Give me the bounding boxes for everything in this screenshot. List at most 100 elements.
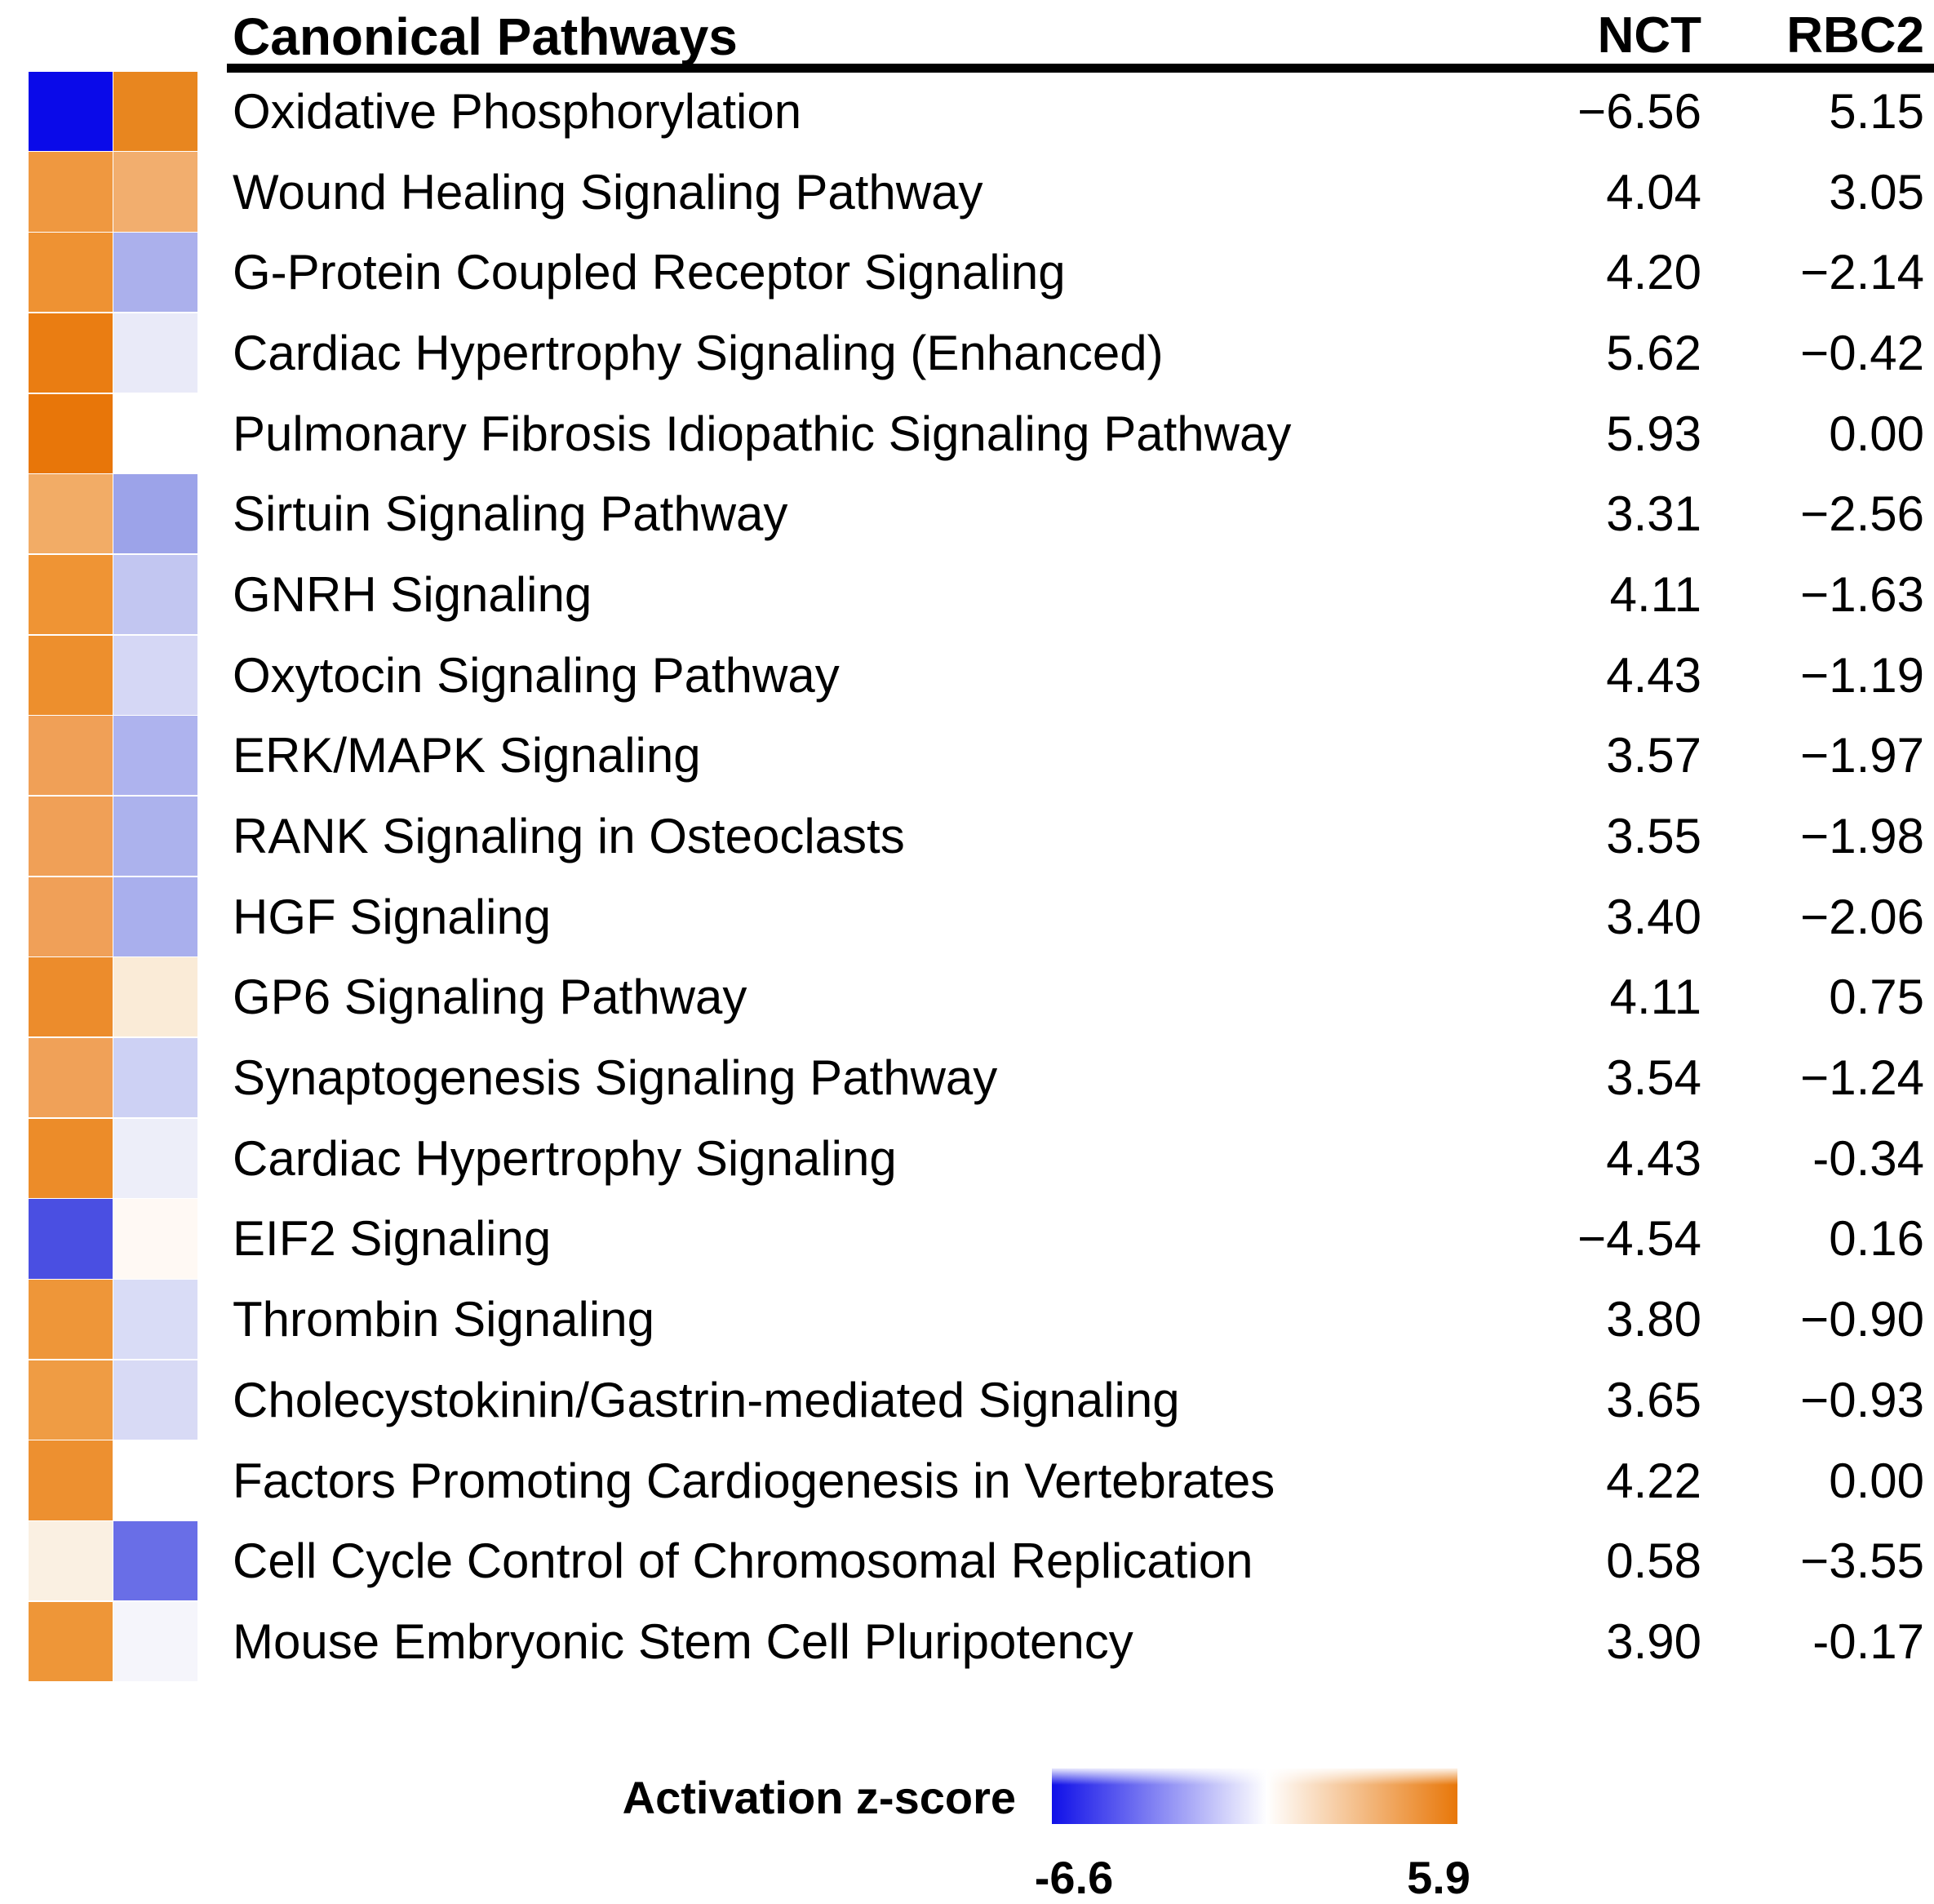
pathway-row: Cardiac Hypertrophy Signaling (Enhanced)…	[0, 313, 1934, 393]
pathway-row: ERK/MAPK Signaling 3.57 −1.97	[0, 716, 1934, 797]
heatmap-cell-nct	[29, 1360, 113, 1440]
heatmap-cell-rbc2	[113, 716, 197, 796]
pathway-name: Factors Promoting Cardiogenesis in Verte…	[233, 1453, 1275, 1508]
heatmap-cell-nct	[29, 1118, 113, 1198]
heatmap-cell-nct	[29, 152, 113, 232]
rbc2-value: −1.97	[1800, 728, 1924, 783]
heatmap-cell-rbc2	[113, 1440, 197, 1520]
heatmap-cell-nct	[29, 393, 113, 473]
heatmap-cell-nct	[29, 313, 113, 393]
heatmap-cell-nct	[29, 635, 113, 715]
pathway-row: G-Protein Coupled Receptor Signaling 4.20…	[0, 232, 1934, 313]
heatmap-cell-nct	[29, 716, 113, 796]
pathway-name: Synaptogenesis Signaling Pathway	[233, 1050, 998, 1106]
nct-value: 3.80	[1606, 1292, 1701, 1347]
colorbar	[1052, 1757, 1457, 1824]
pathway-row: Factors Promoting Cardiogenesis in Verte…	[0, 1440, 1934, 1521]
pathway-row: HGF Signaling 3.40 −2.06	[0, 877, 1934, 957]
heatmap-cell-rbc2	[113, 393, 197, 473]
pathway-row: Pulmonary Fibrosis Idiopathic Signaling …	[0, 393, 1934, 474]
pathway-name: Mouse Embryonic Stem Cell Pluripotency	[233, 1613, 1133, 1669]
heatmap-cell-nct	[29, 957, 113, 1037]
heatmap-cell-rbc2	[113, 1199, 197, 1279]
page-title: Canonical Pathways	[233, 7, 738, 66]
heatmap-cell-rbc2	[113, 71, 197, 151]
nct-value: 4.43	[1606, 647, 1701, 703]
heatmap-cell-rbc2	[113, 1280, 197, 1360]
heatmap-cell-rbc2	[113, 957, 197, 1037]
pathway-name: GP6 Signaling Pathway	[233, 970, 747, 1025]
rbc2-value: −3.55	[1800, 1533, 1924, 1589]
nct-value: 5.93	[1606, 406, 1701, 461]
column-header-rbc2: RBC2	[1786, 7, 1924, 64]
rbc2-value: −0.90	[1800, 1292, 1924, 1347]
pathway-name: ERK/MAPK Signaling	[233, 728, 701, 783]
heatmap-cell-nct	[29, 233, 113, 313]
nct-value: 3.90	[1606, 1613, 1701, 1669]
rbc2-value: −1.98	[1800, 809, 1924, 864]
pathway-row: Cholecystokinin/Gastrin-mediated Signali…	[0, 1360, 1934, 1440]
colorbar-min-label: -6.6	[1034, 1852, 1114, 1903]
colorbar-max-label: 5.9	[1407, 1852, 1470, 1903]
heatmap-cell-rbc2	[113, 313, 197, 393]
pathway-name: RANK Signaling in Osteoclasts	[233, 809, 905, 864]
heatmap-cell-rbc2	[113, 474, 197, 554]
nct-value: 4.43	[1606, 1130, 1701, 1186]
nct-value: 4.22	[1606, 1453, 1701, 1508]
pathway-row: RANK Signaling in Osteoclasts 3.55 −1.98	[0, 796, 1934, 877]
pathway-row: Cell Cycle Control of Chromosomal Replic…	[0, 1520, 1934, 1601]
heatmap-cell-nct	[29, 71, 113, 151]
pathway-name: Thrombin Signaling	[233, 1292, 654, 1347]
heatmap-cell-rbc2	[113, 1521, 197, 1601]
heatmap-cell-nct	[29, 474, 113, 554]
nct-value: 3.40	[1606, 889, 1701, 944]
header-divider	[227, 64, 1934, 73]
pathway-row: GNRH Signaling 4.11 −1.63	[0, 554, 1934, 635]
pathway-name: Cell Cycle Control of Chromosomal Replic…	[233, 1533, 1253, 1589]
heatmap-cell-rbc2	[113, 1118, 197, 1198]
rbc2-value: 0.00	[1829, 406, 1924, 461]
pathway-name: Cardiac Hypertrophy Signaling	[233, 1130, 897, 1186]
pathway-row: Mouse Embryonic Stem Cell Pluripotency 3.…	[0, 1601, 1934, 1682]
nct-value: 4.04	[1606, 164, 1701, 220]
nct-value: −6.56	[1577, 83, 1701, 139]
nct-value: 4.11	[1609, 970, 1701, 1025]
rbc2-value: 0.16	[1829, 1211, 1924, 1267]
nct-value: 4.11	[1609, 566, 1701, 622]
heatmap-cell-nct	[29, 1199, 113, 1279]
heatmap-cell-rbc2	[113, 233, 197, 313]
rbc2-value: -0.17	[1812, 1613, 1924, 1669]
nct-value: 4.20	[1606, 245, 1701, 300]
nct-value: −4.54	[1577, 1211, 1701, 1267]
heatmap-table: Oxidative Phosphorylation −6.56 5.15 Wound …	[0, 71, 1934, 1682]
colorbar-label: Activation z-score	[622, 1771, 1016, 1823]
rbc2-value: 3.05	[1829, 164, 1924, 220]
heatmap-cell-nct	[29, 1440, 113, 1520]
heatmap-cell-rbc2	[113, 1601, 197, 1681]
pathway-row: Sirtuin Signaling Pathway 3.31 −2.56	[0, 473, 1934, 554]
nct-value: 0.58	[1606, 1533, 1701, 1589]
pathway-name: Oxidative Phosphorylation	[233, 83, 802, 139]
pathway-row: EIF2 Signaling −4.54 0.16	[0, 1199, 1934, 1280]
heatmap-cell-rbc2	[113, 1038, 197, 1118]
pathway-name: HGF Signaling	[233, 889, 552, 944]
nct-value: 3.31	[1606, 486, 1701, 542]
pathway-name: Oxytocin Signaling Pathway	[233, 647, 840, 703]
heatmap-cell-nct	[29, 554, 113, 635]
rbc2-value: 0.75	[1829, 970, 1924, 1025]
heatmap-cell-rbc2	[113, 877, 197, 956]
rbc2-value: −1.24	[1800, 1050, 1924, 1106]
nct-value: 5.62	[1606, 325, 1701, 380]
heatmap-cell-rbc2	[113, 1360, 197, 1440]
rbc2-value: −0.42	[1800, 325, 1924, 380]
nct-value: 3.55	[1606, 809, 1701, 864]
pathway-name: Pulmonary Fibrosis Idiopathic Signaling …	[233, 406, 1292, 461]
heatmap-cell-nct	[29, 1280, 113, 1360]
colorbar-top-fade	[1052, 1757, 1457, 1785]
pathway-name: Wound Healing Signaling Pathway	[233, 164, 983, 220]
heatmap-cell-rbc2	[113, 635, 197, 715]
rbc2-value: −2.14	[1800, 245, 1924, 300]
rbc2-value: −1.19	[1800, 647, 1924, 703]
heatmap-cell-nct	[29, 1038, 113, 1118]
heatmap-cell-nct	[29, 1601, 113, 1681]
